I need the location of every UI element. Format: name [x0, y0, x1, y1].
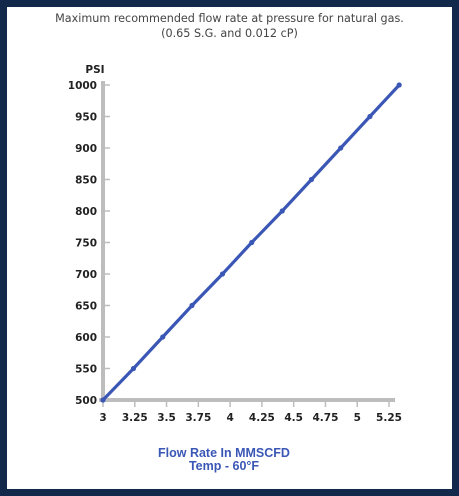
x-tick-label: 5 [354, 412, 361, 424]
y-tick-label: 800 [75, 206, 97, 218]
y-tick-label: 850 [75, 175, 97, 187]
chart-title-block: Maximum recommended flow rate at pressur… [7, 12, 452, 41]
data-point [189, 302, 195, 309]
x-axis-subtitle: Temp - 60°F [188, 459, 260, 473]
y-tick-label: 500 [75, 395, 97, 407]
data-point [219, 271, 226, 277]
x-tick-label: 3.75 [185, 412, 211, 424]
x-tick-label: 3.25 [122, 412, 148, 424]
data-point [279, 208, 285, 214]
x-tick-label: 5.25 [376, 412, 402, 424]
y-tick-label: 550 [75, 364, 97, 376]
data-point [100, 397, 106, 403]
chart-plot: PSI 500 550 600 650 700 750 800 850 900 950 1000 3 3.… [68, 64, 402, 424]
data-point [396, 82, 402, 88]
y-tick-label: 600 [75, 332, 97, 344]
y-tick-label: 950 [75, 112, 97, 124]
data-point [308, 176, 315, 183]
data-point [367, 113, 373, 120]
data-point [130, 365, 137, 372]
x-tick-label: 4 [226, 412, 233, 424]
x-tick-label: 4.25 [249, 412, 275, 424]
x-tick-label: 4.5 [284, 412, 303, 424]
x-tick-label: 4.75 [312, 412, 338, 424]
y-tick-label: 750 [75, 238, 97, 250]
x-tick-label: 3.5 [157, 412, 176, 424]
x-tick-label: 3 [99, 412, 106, 424]
chart-title: Maximum recommended flow rate at pressur… [55, 12, 404, 25]
data-point [249, 239, 255, 246]
data-point [160, 334, 166, 340]
chart-subtitle: (0.65 S.G. and 0.012 cP) [161, 26, 298, 40]
y-axis-label: PSI [85, 64, 104, 76]
data-point [338, 145, 344, 151]
y-tick-label: 900 [75, 143, 97, 155]
y-tick-label: 650 [75, 301, 97, 313]
y-tick-label: 1000 [68, 80, 97, 92]
y-tick-label: 700 [75, 269, 97, 281]
chart-panel: Maximum recommended flow rate at pressur… [7, 7, 452, 489]
x-axis-title: Flow Rate In MMSCFD [158, 446, 290, 460]
